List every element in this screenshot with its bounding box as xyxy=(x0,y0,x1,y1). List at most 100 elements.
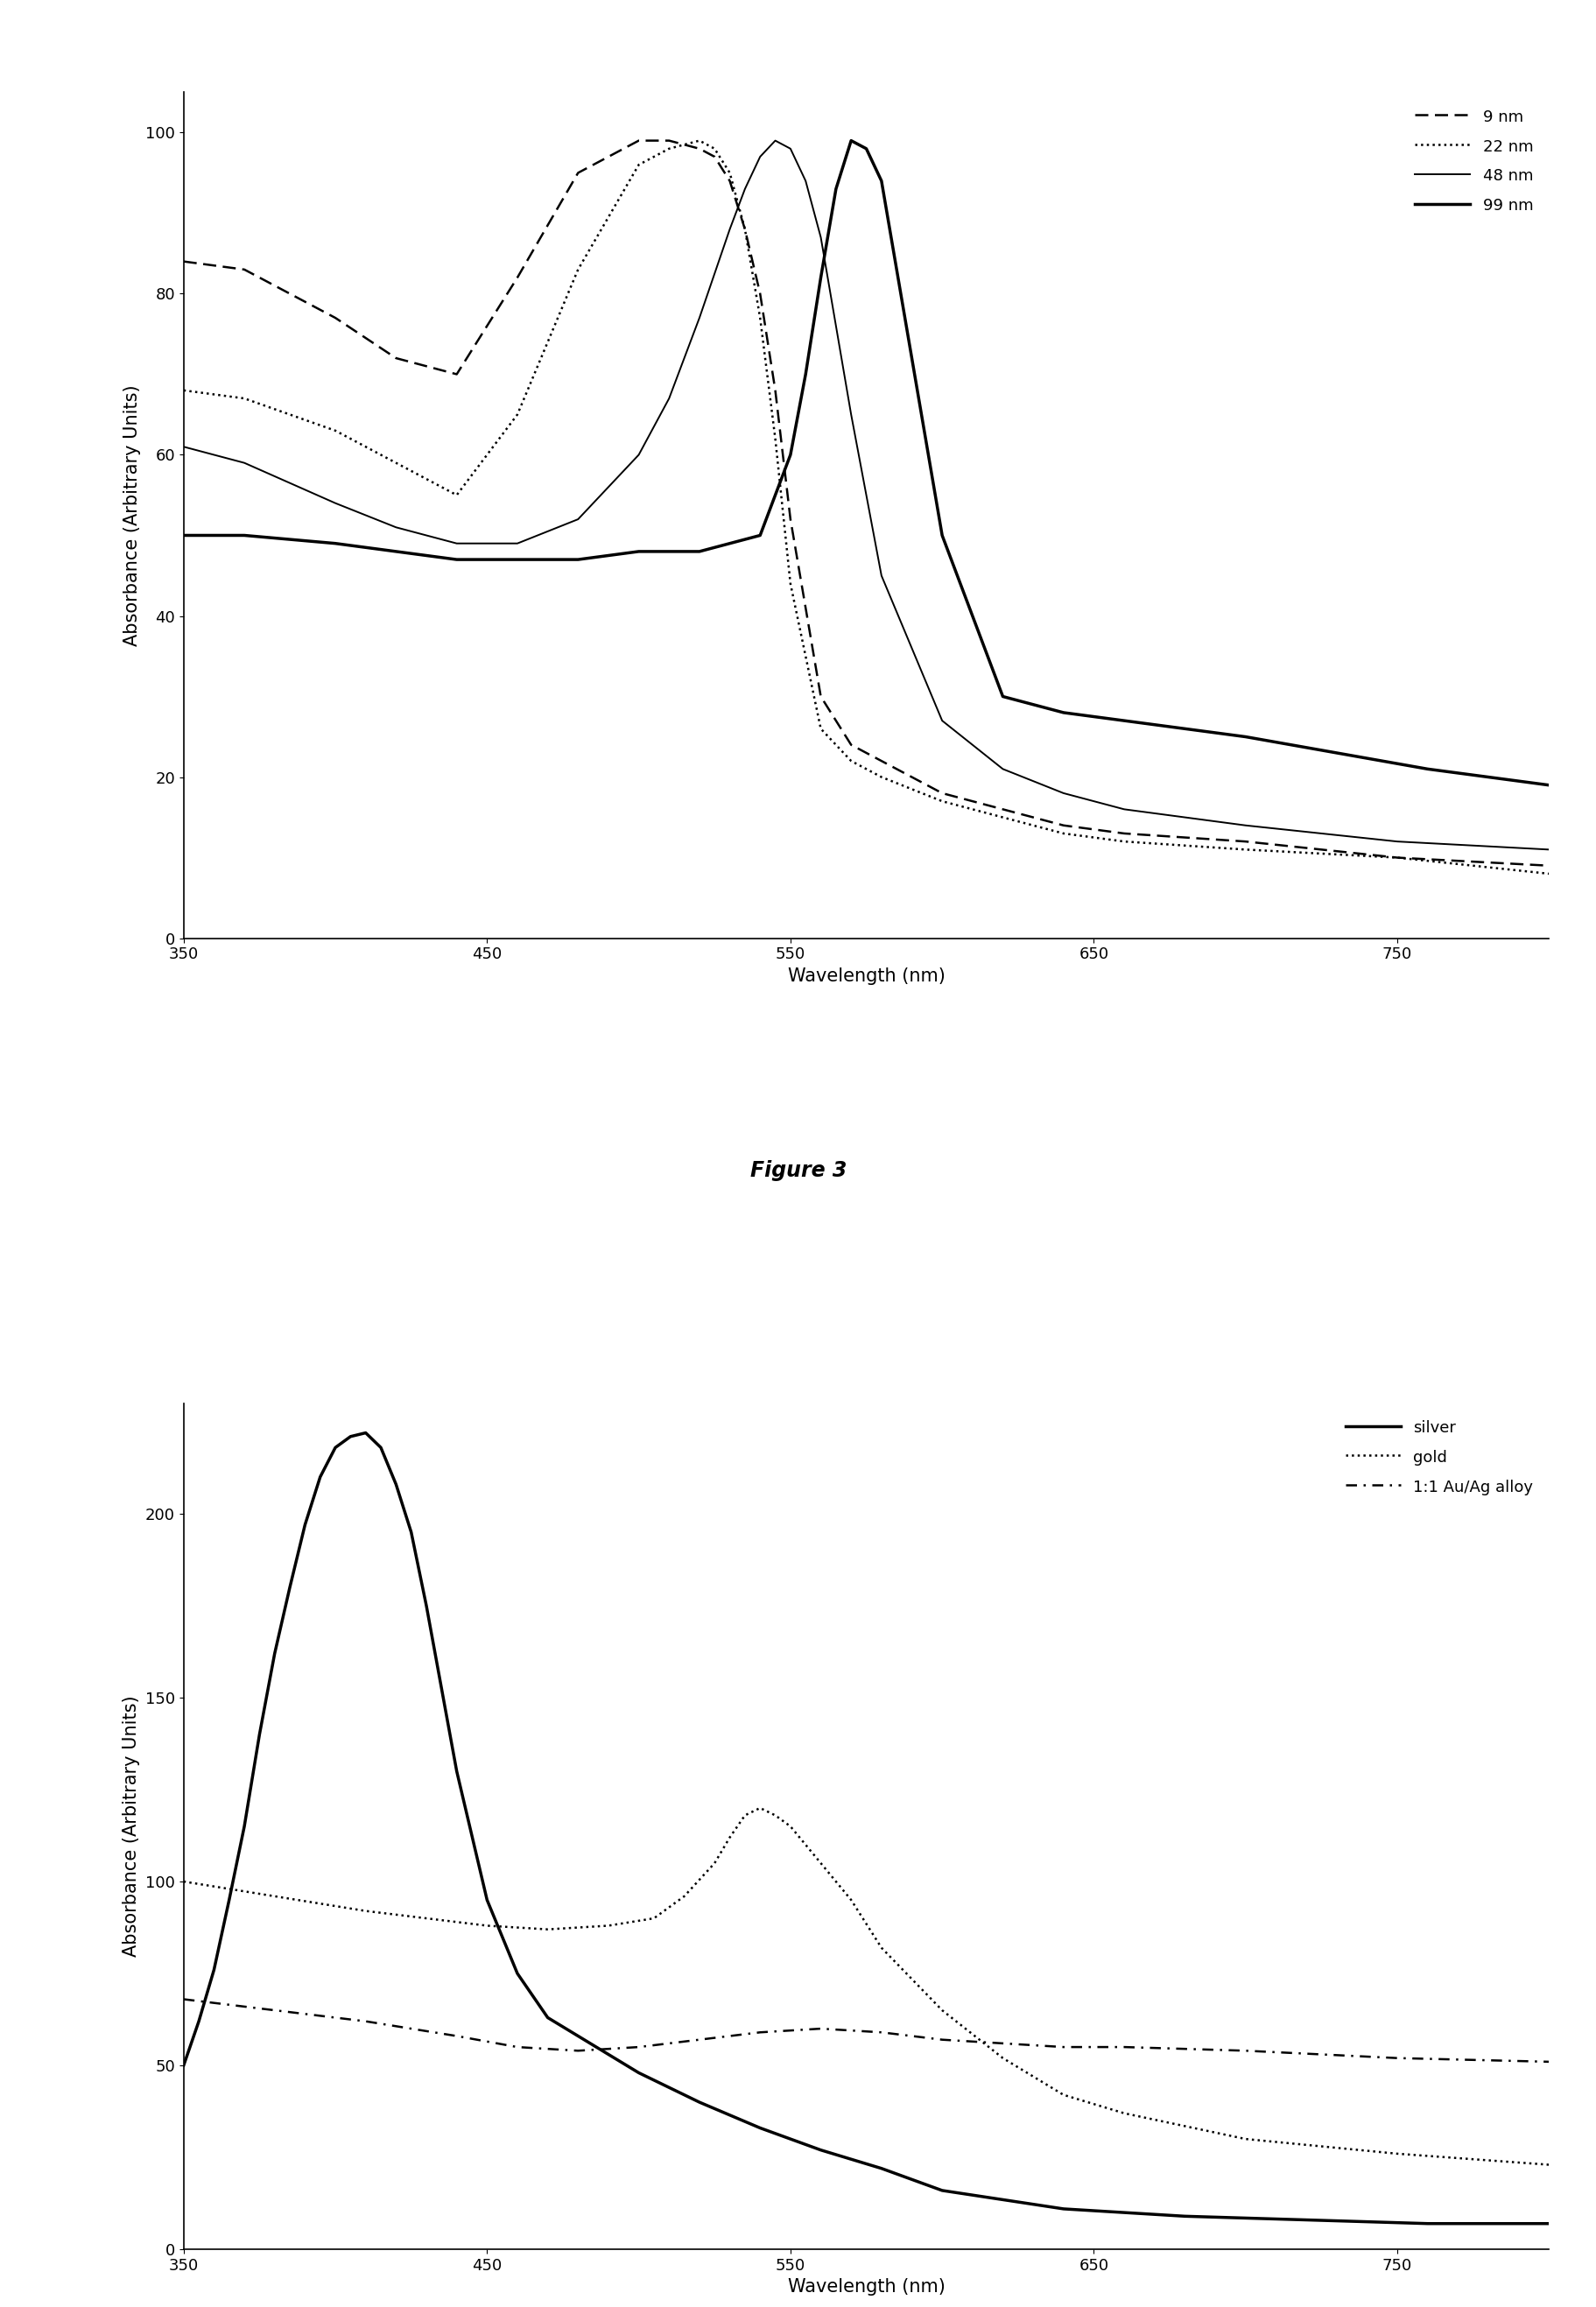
99 nm xyxy=(1053,699,1073,727)
48 nm xyxy=(1235,812,1254,840)
22 nm xyxy=(1053,819,1073,847)
gold xyxy=(1114,2099,1133,2127)
gold xyxy=(643,1906,664,1933)
silver xyxy=(235,1813,254,1841)
9 nm xyxy=(659,127,678,155)
9 nm xyxy=(811,683,830,711)
gold xyxy=(734,1802,753,1829)
99 nm xyxy=(235,521,254,549)
99 nm xyxy=(827,175,846,203)
22 nm xyxy=(1235,835,1254,863)
99 nm xyxy=(1417,754,1436,782)
22 nm xyxy=(174,376,193,404)
9 nm xyxy=(720,166,739,194)
22 nm xyxy=(689,127,709,155)
1:1 Au/Ag alloy xyxy=(811,2014,830,2042)
9 nm xyxy=(841,731,860,759)
silver xyxy=(386,1470,405,1497)
silver xyxy=(219,1887,238,1915)
gold xyxy=(993,2044,1012,2072)
99 nm xyxy=(993,683,1012,711)
48 nm xyxy=(568,505,587,533)
99 nm xyxy=(932,521,951,549)
48 nm xyxy=(659,385,678,413)
1:1 Au/Ag alloy xyxy=(689,2026,709,2053)
9 nm xyxy=(871,747,891,775)
silver xyxy=(188,2007,207,2035)
silver xyxy=(1053,2194,1073,2222)
gold xyxy=(720,1823,739,1850)
48 nm xyxy=(993,754,1012,782)
silver xyxy=(689,2088,709,2116)
99 nm xyxy=(780,441,800,468)
1:1 Au/Ag alloy xyxy=(174,1986,193,2014)
99 nm xyxy=(1114,706,1133,734)
48 nm xyxy=(689,305,709,332)
silver xyxy=(326,1433,345,1460)
48 nm xyxy=(235,450,254,478)
48 nm xyxy=(1114,796,1133,824)
1:1 Au/Ag alloy xyxy=(993,2030,1012,2058)
gold xyxy=(1387,2141,1406,2169)
22 nm xyxy=(659,134,678,161)
22 nm xyxy=(811,715,830,743)
9 nm xyxy=(447,360,466,388)
1:1 Au/Ag alloy xyxy=(1053,2032,1073,2060)
silver xyxy=(1417,2210,1436,2238)
gold xyxy=(674,1883,693,1910)
gold xyxy=(356,1896,375,1924)
9 nm xyxy=(1053,812,1073,840)
99 nm xyxy=(568,547,587,574)
1:1 Au/Ag alloy xyxy=(568,2037,587,2065)
9 nm xyxy=(704,143,723,171)
gold xyxy=(750,1795,769,1823)
22 nm xyxy=(326,418,345,445)
silver xyxy=(1296,2205,1315,2233)
Line: 99 nm: 99 nm xyxy=(184,141,1548,784)
99 nm xyxy=(629,538,648,565)
48 nm xyxy=(629,441,648,468)
1:1 Au/Ag alloy xyxy=(265,1996,284,2023)
Line: 22 nm: 22 nm xyxy=(184,141,1548,874)
9 nm xyxy=(326,305,345,332)
22 nm xyxy=(235,385,254,413)
48 nm xyxy=(174,434,193,461)
9 nm xyxy=(174,247,193,275)
silver xyxy=(401,1518,420,1546)
9 nm xyxy=(386,344,405,371)
silver xyxy=(629,2058,648,2086)
gold xyxy=(841,1887,860,1915)
1:1 Au/Ag alloy xyxy=(1114,2032,1133,2060)
22 nm xyxy=(720,159,739,187)
99 nm xyxy=(508,547,527,574)
silver xyxy=(417,1592,436,1620)
1:1 Au/Ag alloy xyxy=(508,2032,527,2060)
99 nm xyxy=(1175,715,1194,743)
silver xyxy=(310,1463,330,1490)
22 nm xyxy=(766,424,785,452)
22 nm xyxy=(780,570,800,598)
48 nm xyxy=(734,175,753,203)
gold xyxy=(598,1913,618,1940)
22 nm xyxy=(508,401,527,429)
gold xyxy=(871,1933,891,1961)
48 nm xyxy=(871,563,891,591)
48 nm xyxy=(447,531,466,558)
gold xyxy=(932,1996,951,2023)
48 nm xyxy=(386,514,405,542)
22 nm xyxy=(1114,828,1133,856)
gold xyxy=(704,1850,723,1878)
silver xyxy=(538,2005,557,2032)
99 nm xyxy=(1326,738,1345,766)
1:1 Au/Ag alloy xyxy=(871,2019,891,2046)
22 nm xyxy=(568,256,587,284)
gold xyxy=(1235,2125,1254,2152)
48 nm xyxy=(795,166,814,194)
99 nm xyxy=(447,547,466,574)
9 nm xyxy=(750,279,769,307)
48 nm xyxy=(766,127,785,155)
silver xyxy=(932,2176,951,2203)
Y-axis label: Absorbance (Arbitrary Units): Absorbance (Arbitrary Units) xyxy=(123,385,140,646)
silver xyxy=(568,2023,587,2051)
9 nm xyxy=(1235,828,1254,856)
